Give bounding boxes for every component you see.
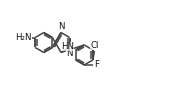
Text: N: N — [58, 22, 64, 31]
Text: N: N — [66, 49, 73, 58]
Text: Cl: Cl — [90, 41, 99, 50]
Text: H₂N: H₂N — [15, 33, 31, 42]
Text: HN: HN — [61, 42, 74, 52]
Text: F: F — [94, 60, 99, 69]
